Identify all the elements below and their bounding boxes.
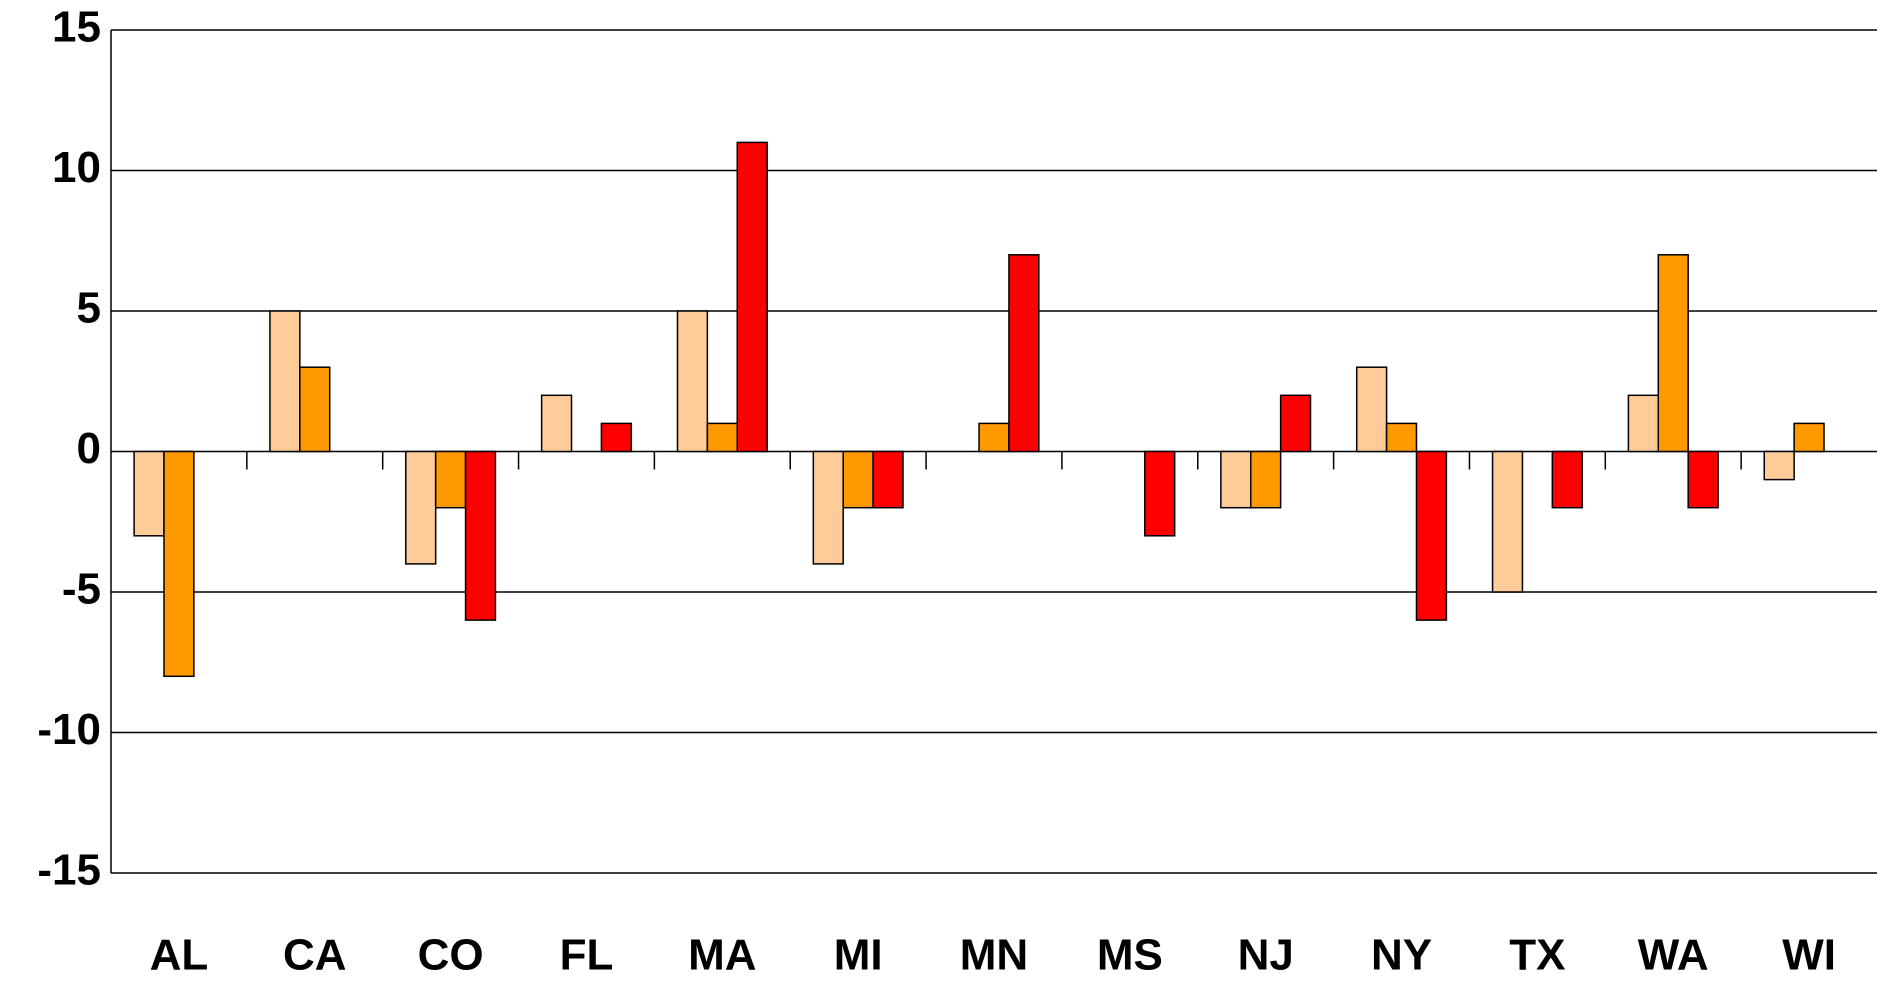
bar bbox=[812, 450, 844, 565]
bar bbox=[1657, 254, 1689, 453]
x-tick-label: NY bbox=[1371, 931, 1432, 980]
bar bbox=[1385, 422, 1418, 453]
bar bbox=[1763, 450, 1795, 481]
y-tick-label: -10 bbox=[37, 705, 101, 754]
bar bbox=[1793, 422, 1825, 453]
bar bbox=[978, 422, 1010, 453]
x-tick-label: FL bbox=[560, 931, 614, 980]
bar bbox=[842, 450, 874, 509]
x-tick-label: TX bbox=[1509, 931, 1565, 980]
bar bbox=[1551, 450, 1583, 509]
x-tick-label: NJ bbox=[1238, 931, 1294, 980]
bar bbox=[1415, 450, 1448, 621]
bar bbox=[676, 310, 709, 453]
bar bbox=[133, 450, 165, 537]
y-tick-label: 0 bbox=[77, 424, 101, 473]
bar bbox=[269, 310, 301, 453]
x-tick-label: WA bbox=[1638, 931, 1709, 980]
bar bbox=[1491, 450, 1524, 593]
y-tick-label: -5 bbox=[62, 565, 101, 614]
bar bbox=[736, 141, 768, 453]
bar bbox=[1687, 450, 1719, 509]
x-tick-label: CA bbox=[283, 931, 347, 980]
x-tick-label: MN bbox=[960, 931, 1028, 980]
bar bbox=[540, 394, 573, 453]
bar bbox=[1249, 450, 1282, 509]
bar bbox=[706, 422, 739, 453]
x-tick-label: CO bbox=[418, 931, 484, 980]
x-tick-label: WI bbox=[1782, 931, 1836, 980]
bar bbox=[600, 422, 633, 453]
bar bbox=[299, 366, 331, 453]
bar bbox=[872, 450, 904, 509]
x-tick-label: MA bbox=[688, 931, 756, 980]
bar bbox=[1008, 254, 1040, 453]
bar bbox=[1220, 450, 1252, 509]
bar bbox=[163, 450, 195, 678]
bar bbox=[464, 450, 497, 621]
y-tick-label: 5 bbox=[77, 284, 101, 333]
bar bbox=[1279, 394, 1312, 453]
x-tick-label: MS bbox=[1097, 931, 1163, 980]
bar bbox=[1627, 394, 1660, 453]
bar bbox=[1355, 366, 1388, 453]
bar bbox=[434, 450, 467, 509]
y-tick-label: 15 bbox=[52, 3, 101, 52]
y-tick-label: 10 bbox=[52, 143, 101, 192]
x-tick-label: AL bbox=[150, 931, 209, 980]
y-tick-label: -15 bbox=[37, 846, 101, 895]
bar bbox=[1144, 450, 1176, 537]
x-tick-label: MI bbox=[834, 931, 883, 980]
bar bbox=[405, 450, 437, 565]
